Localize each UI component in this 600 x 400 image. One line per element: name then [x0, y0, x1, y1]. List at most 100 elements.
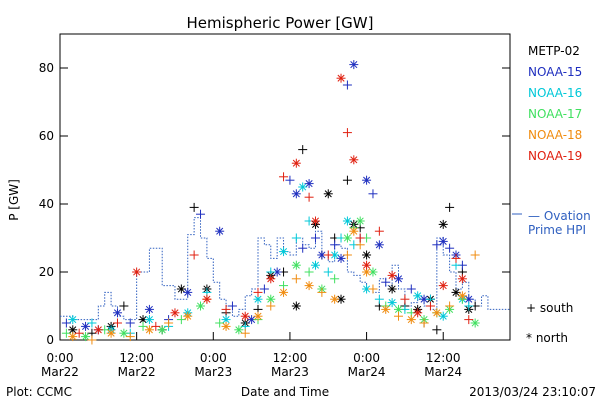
x-axis-ticks: 0:00Mar2212:00Mar220:00Mar2312:00Mar230:…: [41, 332, 462, 379]
data-point-noaa-18: [266, 301, 276, 311]
legend-item-noaa-19: NOAA-19: [528, 149, 582, 163]
legend-ovation-line2: Prime HPI: [528, 223, 586, 237]
legend-item-noaa-15: NOAA-15: [528, 65, 582, 79]
data-point-noaa-19: [240, 311, 250, 321]
data-point-noaa-15: [196, 209, 206, 219]
data-point-noaa-16: [310, 260, 320, 270]
data-point-metp-02: [68, 325, 78, 335]
data-point-metp-02: [323, 189, 333, 199]
data-point-noaa-19: [189, 250, 199, 260]
data-point-noaa-18: [342, 250, 352, 260]
data-point-noaa-18: [144, 325, 154, 335]
x-tick-time: 12:00: [273, 351, 308, 365]
data-point-noaa-15: [291, 189, 301, 199]
data-point-noaa-19: [93, 325, 103, 335]
data-point-noaa-15: [419, 294, 429, 304]
data-point-noaa-15: [394, 274, 404, 284]
data-point-noaa-15: [368, 189, 378, 199]
data-point-noaa-15: [285, 175, 295, 185]
x-tick-time: 12:00: [119, 351, 154, 365]
data-point-noaa-16: [68, 315, 78, 325]
x-tick-date: Mar22: [41, 365, 79, 379]
data-point-noaa-17: [176, 315, 186, 325]
x-axis-label: Date and Time: [241, 385, 329, 399]
data-point-noaa-15: [215, 226, 225, 236]
data-point-noaa-17: [61, 328, 71, 338]
data-point-noaa-19: [279, 172, 289, 182]
data-point-noaa-19: [355, 233, 365, 243]
data-point-noaa-19: [336, 73, 346, 83]
data-point-noaa-15: [445, 243, 455, 253]
data-point-noaa-18: [240, 328, 250, 338]
data-point-noaa-18: [279, 287, 289, 297]
data-point-noaa-19: [170, 308, 180, 318]
x-tick-date: Mar24: [424, 365, 462, 379]
data-point-noaa-18: [432, 308, 442, 318]
data-point-noaa-15: [247, 315, 257, 325]
y-axis-label: P [GW]: [7, 179, 21, 221]
data-point-metp-02: [432, 325, 442, 335]
data-point-noaa-17: [330, 274, 340, 284]
data-point-noaa-18: [221, 321, 231, 331]
data-point-noaa-15: [438, 236, 448, 246]
y-tick-label: 40: [39, 197, 54, 211]
x-tick-date: Mar23: [271, 365, 309, 379]
data-point-noaa-17: [304, 267, 314, 277]
data-point-noaa-16: [342, 216, 352, 226]
data-point-noaa-18: [106, 328, 116, 338]
data-point-metp-02: [387, 284, 397, 294]
data-point-noaa-17: [342, 233, 352, 243]
y-tick-label: 80: [39, 61, 54, 75]
data-point-noaa-18: [183, 311, 193, 321]
data-point-metp-02: [176, 284, 186, 294]
ovation-hpi-line: [60, 217, 510, 321]
data-point-noaa-18: [87, 335, 97, 345]
data-point-noaa-16: [279, 247, 289, 257]
data-point-noaa-18: [394, 311, 404, 321]
data-point-noaa-16: [374, 294, 384, 304]
data-point-noaa-17: [81, 332, 91, 342]
data-point-noaa-18: [381, 304, 391, 314]
data-point-noaa-18: [470, 250, 480, 260]
data-point-noaa-15: [406, 284, 416, 294]
data-point-noaa-16: [413, 291, 423, 301]
data-point-noaa-17: [157, 325, 167, 335]
data-point-noaa-16: [144, 315, 154, 325]
data-point-noaa-19: [387, 270, 397, 280]
data-point-metp-02: [189, 202, 199, 212]
data-point-metp-02: [451, 287, 461, 297]
data-point-noaa-18: [445, 301, 455, 311]
data-point-noaa-17: [470, 318, 480, 328]
data-point-metp-02: [362, 250, 372, 260]
data-point-noaa-18: [317, 287, 327, 297]
data-point-noaa-19: [310, 216, 320, 226]
data-point-noaa-19: [464, 315, 474, 325]
y-tick-label: 20: [39, 265, 54, 279]
data-point-noaa-15: [61, 318, 71, 328]
data-point-noaa-19: [304, 192, 314, 202]
data-point-noaa-19: [74, 328, 84, 338]
data-point-noaa-16: [464, 301, 474, 311]
data-point-noaa-18: [419, 318, 429, 328]
data-point-noaa-17: [291, 260, 301, 270]
y-axis-ticks: 0 20 40 60 80: [39, 61, 510, 347]
legend-south: + south: [526, 301, 573, 315]
data-point-noaa-15: [144, 304, 154, 314]
data-point-noaa-19: [451, 253, 461, 263]
data-point-noaa-19: [342, 128, 352, 138]
data-point-noaa-17: [215, 318, 225, 328]
data-point-noaa-15: [298, 243, 308, 253]
data-point-noaa-15: [112, 308, 122, 318]
legend-item-noaa-16: NOAA-16: [528, 86, 582, 100]
ovation-hpi-step-line: [60, 217, 510, 321]
data-point-noaa-15: [374, 240, 384, 250]
data-point-noaa-18: [164, 318, 174, 328]
data-point-noaa-18: [406, 315, 416, 325]
plot-frame: [59, 33, 511, 341]
data-point-noaa-18: [291, 274, 301, 284]
data-point-noaa-15: [342, 80, 352, 90]
data-point-noaa-18: [253, 311, 263, 321]
data-points: [61, 60, 480, 345]
data-point-noaa-19: [400, 294, 410, 304]
